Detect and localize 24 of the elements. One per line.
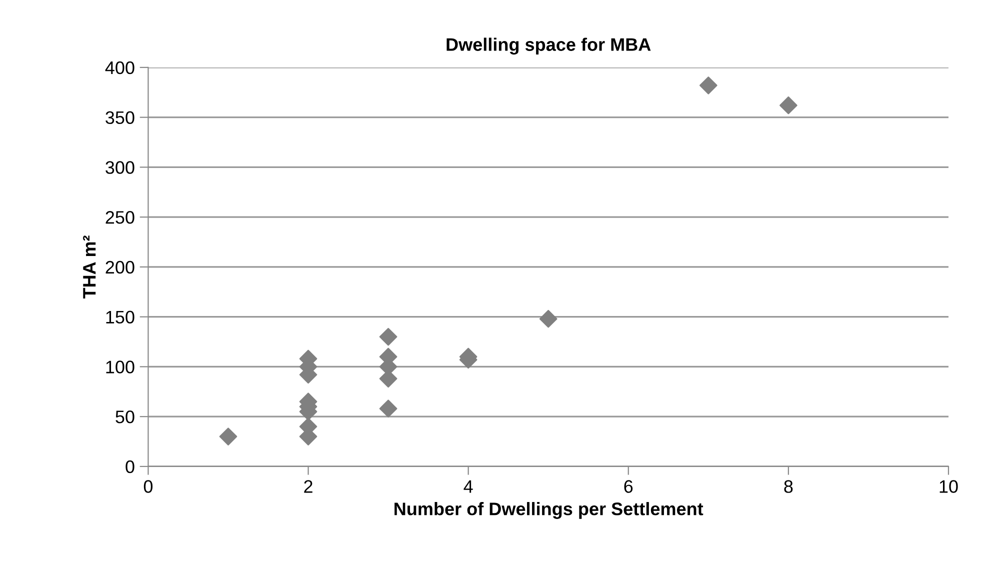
y-tick-label: 0 [126,460,134,474]
x-tick-label: 8 [784,480,793,493]
point [379,400,398,418]
x-tick-label: 2 [304,480,312,493]
point [379,328,398,346]
y-tick-label: 50 [116,410,134,424]
x-tick-label: 4 [464,480,473,493]
point [780,96,798,114]
y-tick-label: 400 [105,61,134,74]
y-axis-title: THA m² [83,236,96,299]
y-tick-label: 100 [106,360,134,374]
x-tick-label: 6 [624,480,633,493]
point [219,428,238,446]
point [539,310,558,328]
chart-title: Dwelling space for MBA [446,38,651,55]
x-tick-label: 0 [144,480,153,493]
x-tick-label: 10 [940,480,958,493]
x-axis-title: Number of Dwellings per Settlement [394,502,704,519]
y-tick-label: 350 [106,111,134,124]
y-tick-label: 200 [106,260,134,274]
y-tick-label: 150 [106,310,134,324]
point [699,76,718,94]
y-tick-label: 300 [106,161,134,174]
y-tick-label: 250 [106,211,134,224]
